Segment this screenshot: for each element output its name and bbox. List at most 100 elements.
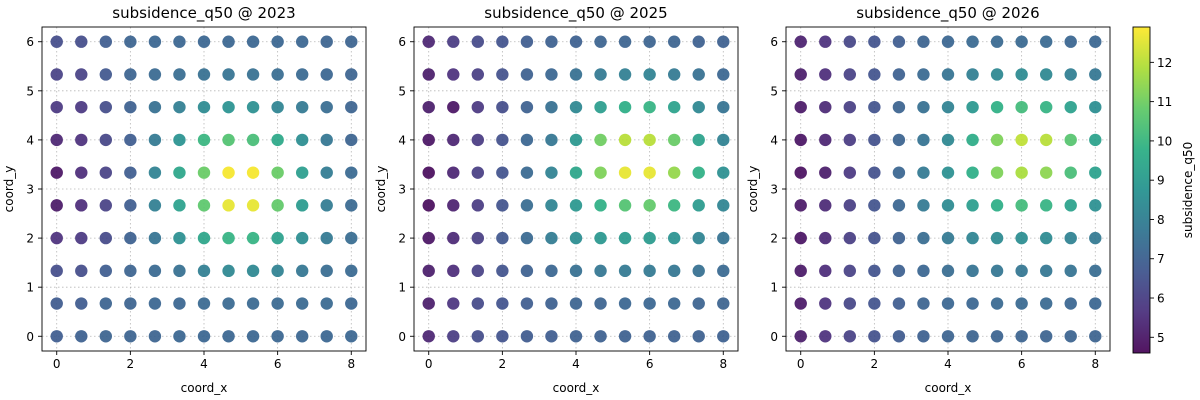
data-point (50, 199, 63, 212)
data-point (667, 166, 681, 179)
data-point (197, 35, 211, 48)
y-tick-label: 4 (398, 133, 406, 147)
data-point (471, 166, 485, 179)
colorbar-tick-label: 10 (1157, 134, 1172, 148)
data-point (50, 264, 63, 278)
data-point (271, 68, 284, 81)
data-point (819, 133, 832, 147)
x-tick-label: 0 (53, 357, 61, 371)
data-point (717, 330, 730, 343)
data-point (124, 166, 137, 179)
data-point (173, 231, 186, 245)
x-tick-label: 4 (944, 357, 952, 371)
data-point (643, 133, 656, 147)
data-point (941, 35, 955, 48)
data-point (941, 68, 955, 81)
data-point (99, 264, 113, 278)
data-point (819, 35, 832, 48)
data-point (1015, 330, 1028, 343)
data-point (667, 133, 681, 147)
data-point (990, 68, 1004, 81)
data-point (545, 264, 558, 278)
data-point (643, 68, 656, 81)
data-point (148, 133, 162, 147)
data-point (1039, 68, 1053, 81)
data-point (692, 100, 705, 114)
data-point (843, 68, 857, 81)
data-point (692, 297, 705, 310)
data-point (496, 264, 509, 278)
data-point (794, 297, 807, 310)
colorbar-tick-label: 5 (1157, 331, 1165, 345)
data-point (966, 199, 979, 212)
data-point (917, 231, 930, 245)
data-point (50, 35, 63, 48)
data-point (917, 264, 930, 278)
data-point (520, 133, 534, 147)
y-tick-label: 4 (770, 133, 778, 147)
x-axis-label: coord_x (925, 381, 972, 395)
data-point (222, 166, 235, 179)
data-point (667, 35, 681, 48)
data-point (545, 330, 558, 343)
data-point (717, 35, 730, 48)
data-point (667, 68, 681, 81)
data-point (320, 199, 333, 212)
data-point (569, 68, 583, 81)
data-point (1015, 199, 1028, 212)
data-point (124, 133, 137, 147)
data-point (320, 35, 333, 48)
data-point (124, 35, 137, 48)
data-point (124, 297, 137, 310)
data-point (471, 264, 485, 278)
data-point (966, 100, 979, 114)
data-point (520, 231, 534, 245)
data-point (618, 231, 632, 245)
data-point (99, 68, 113, 81)
data-point (966, 68, 979, 81)
data-point (295, 100, 309, 114)
data-point (75, 133, 88, 147)
data-point (917, 199, 930, 212)
data-point (148, 297, 162, 310)
data-point (246, 35, 260, 48)
data-point (643, 330, 656, 343)
data-point (99, 133, 113, 147)
data-point (843, 297, 857, 310)
data-point (868, 68, 881, 81)
data-point (496, 35, 509, 48)
data-point (447, 100, 460, 114)
data-point (271, 297, 284, 310)
data-point (422, 35, 435, 48)
data-point (917, 166, 930, 179)
data-point (422, 231, 435, 245)
data-point (295, 199, 309, 212)
data-point (345, 68, 358, 81)
y-tick-label: 0 (398, 330, 406, 344)
data-point (643, 199, 656, 212)
data-point (1039, 297, 1053, 310)
data-point (124, 231, 137, 245)
x-tick-label: 0 (797, 357, 805, 371)
data-point (794, 100, 807, 114)
data-point (892, 264, 906, 278)
data-point (99, 166, 113, 179)
data-point (222, 133, 235, 147)
data-point (667, 297, 681, 310)
data-point (271, 133, 284, 147)
data-point (966, 166, 979, 179)
data-point (422, 133, 435, 147)
data-point (1039, 133, 1053, 147)
y-axis-label: coord_y (2, 166, 16, 213)
y-tick-label: 3 (398, 183, 406, 197)
data-point (50, 297, 63, 310)
data-point (520, 199, 534, 212)
data-point (496, 166, 509, 179)
data-point (1064, 35, 1077, 48)
data-point (50, 133, 63, 147)
data-point (717, 297, 730, 310)
data-point (496, 231, 509, 245)
data-point (50, 100, 63, 114)
data-point (545, 199, 558, 212)
data-point (1039, 100, 1053, 114)
